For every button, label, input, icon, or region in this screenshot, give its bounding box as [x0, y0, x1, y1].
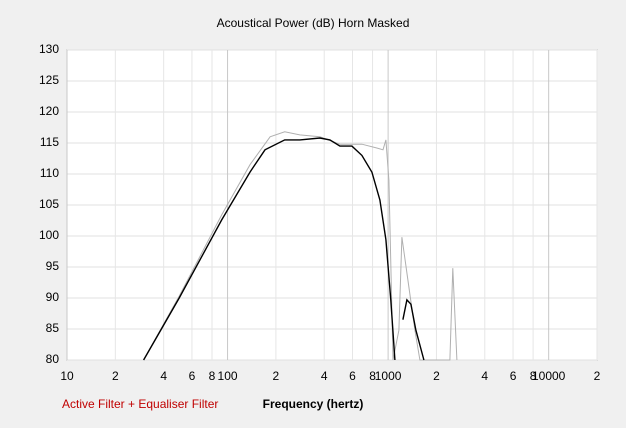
- y-tick-label: 130: [39, 42, 59, 56]
- series-line: [142, 137, 425, 361]
- x-tick-label: 10: [60, 369, 74, 383]
- x-tick-label: 4: [481, 369, 488, 383]
- y-tick-label: 95: [46, 259, 60, 273]
- y-tick-label: 125: [39, 73, 59, 87]
- y-tick-label: 120: [39, 104, 59, 118]
- y-tick-label: 100: [39, 228, 59, 242]
- y-tick-label: 80: [46, 352, 60, 366]
- x-tick-label: 4: [321, 369, 328, 383]
- y-tick-label: 115: [40, 135, 59, 149]
- x-tick-label: 6: [189, 369, 196, 383]
- x-tick-label: 6: [349, 369, 356, 383]
- y-tick-label: 85: [46, 321, 60, 335]
- chart-title: Acoustical Power (dB) Horn Masked: [217, 16, 410, 30]
- annotation: Active Filter + Equaliser Filter: [62, 397, 218, 411]
- y-tick-label: 110: [40, 166, 59, 180]
- x-tick-label: 8: [369, 369, 376, 383]
- x-tick-label: 2: [112, 369, 119, 383]
- x-tick-label: 2: [273, 369, 280, 383]
- x-tick-label: 2: [433, 369, 440, 383]
- series-line: [143, 131, 458, 361]
- y-tick-label: 105: [39, 197, 59, 211]
- x-tick-label: 10000: [532, 369, 566, 383]
- x-tick-label: 4: [160, 369, 167, 383]
- x-tick-label: 100: [218, 369, 238, 383]
- x-tick-label: 8: [209, 369, 216, 383]
- x-tick-label: 6: [510, 369, 517, 383]
- grid: [66, 49, 598, 361]
- y-tick-label: 90: [46, 290, 60, 304]
- x-tick-label: 2: [594, 369, 601, 383]
- x-tick-label: 1000: [375, 369, 402, 383]
- x-tick-label: 8: [530, 369, 537, 383]
- x-axis-label: Frequency (hertz): [263, 397, 364, 411]
- lines: [142, 131, 458, 361]
